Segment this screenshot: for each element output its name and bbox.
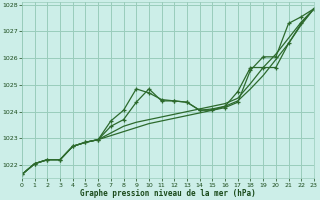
X-axis label: Graphe pression niveau de la mer (hPa): Graphe pression niveau de la mer (hPa) xyxy=(80,189,256,198)
